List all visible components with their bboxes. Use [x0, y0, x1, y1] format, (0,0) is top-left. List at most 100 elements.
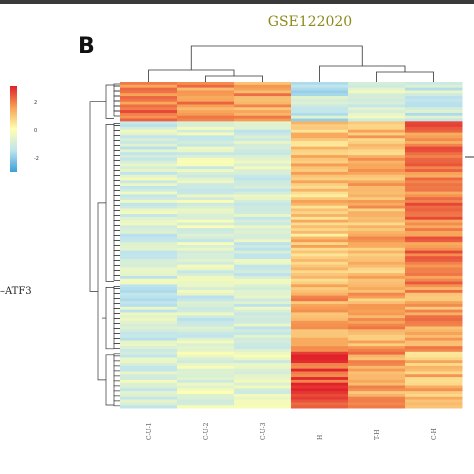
heatmap-cell	[234, 225, 292, 229]
heatmap-cell	[348, 138, 406, 142]
heatmap-cell	[120, 141, 178, 145]
heatmap-cell	[348, 348, 406, 353]
heatmap-cell	[291, 101, 349, 105]
heatmap-cell	[348, 402, 406, 406]
heatmap-cell	[291, 149, 349, 153]
heatmap-cell	[177, 157, 235, 162]
heatmap-cell	[348, 157, 406, 162]
heatmap-cell	[234, 104, 292, 108]
heatmap-cell	[348, 169, 406, 173]
heatmap-cell	[405, 96, 463, 100]
heatmap-cell	[348, 222, 406, 226]
heatmap-cell	[234, 334, 292, 339]
heatmap-cell	[291, 132, 349, 136]
heatmap-cell	[405, 334, 463, 339]
heatmap-cell	[120, 194, 178, 198]
heatmap-cell	[177, 129, 235, 134]
heatmap-cell	[348, 104, 406, 108]
heatmap-cell	[348, 304, 406, 308]
heatmap-cell	[120, 82, 178, 86]
heatmap-cell	[405, 267, 463, 271]
heatmap-cell	[291, 298, 349, 302]
heatmap-cell	[177, 160, 235, 164]
heatmap-cell	[348, 191, 406, 195]
heatmap-cell	[405, 93, 463, 97]
heatmap-cell	[405, 245, 463, 249]
dendrogram-branch	[113, 322, 120, 329]
dendrogram-branch	[105, 123, 114, 282]
dendrogram-branch	[113, 144, 120, 151]
heatmap-cell	[291, 379, 349, 384]
heatmap-cell	[177, 402, 235, 406]
heatmap-cell	[120, 363, 178, 367]
heatmap-cell	[405, 323, 463, 327]
heatmap-cell	[291, 98, 349, 103]
heatmap-cell	[348, 141, 406, 145]
dendrogram-branch	[113, 224, 120, 231]
heatmap-cell	[234, 149, 292, 153]
heatmap-cell	[405, 163, 463, 167]
dendrogram-branch	[113, 214, 120, 221]
heatmap-cell	[234, 379, 292, 384]
heatmap-cell	[234, 289, 292, 294]
heatmap-cell	[291, 107, 349, 111]
heatmap-cell	[234, 363, 292, 367]
heatmap-cell	[234, 197, 292, 201]
heatmap-cell	[291, 219, 349, 224]
heatmap-cell	[234, 166, 292, 170]
heatmap-cell	[120, 298, 178, 302]
heatmap-cell	[348, 146, 406, 150]
heatmap-cell	[348, 93, 406, 97]
heatmap-cell	[120, 124, 178, 128]
dendrogram-branch	[105, 286, 114, 350]
heatmap-cell	[177, 256, 235, 260]
heatmap-cell	[405, 284, 463, 288]
heatmap-cell	[405, 188, 463, 193]
heatmap-cell	[291, 143, 349, 148]
heatmap-cell	[291, 315, 349, 319]
heatmap-cell	[234, 183, 292, 187]
heatmap-cell	[177, 84, 235, 89]
dendrogram-branch	[113, 297, 120, 304]
heatmap-cell	[177, 315, 235, 319]
heatmap-cell	[348, 230, 406, 235]
heatmap-cell	[348, 194, 406, 198]
heatmap-cell	[120, 90, 178, 94]
heatmap-cell	[291, 320, 349, 325]
heatmap-cell	[348, 259, 406, 263]
heatmap-cell	[405, 351, 463, 356]
heatmap-cell	[177, 340, 235, 344]
dendrogram-branch	[113, 100, 120, 107]
heatmap-cell	[405, 368, 463, 372]
heatmap-cell	[405, 200, 463, 204]
heatmap-cell	[120, 129, 178, 134]
dendrogram-branch	[113, 259, 120, 266]
heatmap-cell	[234, 275, 292, 280]
heatmap-cell	[405, 104, 463, 108]
heatmap-cell	[177, 183, 235, 187]
dendrogram-branch	[113, 365, 120, 372]
heatmap-cell	[405, 202, 463, 207]
heatmap-cell	[405, 371, 463, 375]
heatmap-cell	[405, 377, 463, 381]
heatmap-cell	[234, 329, 292, 333]
heatmap-cell	[234, 270, 292, 274]
heatmap-cell	[348, 250, 406, 254]
heatmap-cell	[120, 312, 178, 316]
heatmap-cell	[405, 242, 463, 246]
heatmap-cell	[405, 143, 463, 148]
heatmap-cell	[405, 82, 463, 86]
column-label: C-H	[430, 428, 438, 440]
heatmap-cell	[348, 245, 406, 249]
dendrogram-branch	[113, 390, 120, 397]
heatmap-cell	[177, 96, 235, 100]
heatmap-cell	[234, 385, 292, 389]
heatmap-cell	[291, 160, 349, 164]
heatmap-cell	[348, 368, 406, 372]
heatmap-cell	[177, 126, 235, 131]
heatmap-cell	[405, 301, 463, 305]
heatmap-cell	[348, 118, 406, 122]
dendrogram-branch	[113, 219, 120, 226]
heatmap-cell	[405, 363, 463, 367]
heatmap-cell	[177, 332, 235, 336]
